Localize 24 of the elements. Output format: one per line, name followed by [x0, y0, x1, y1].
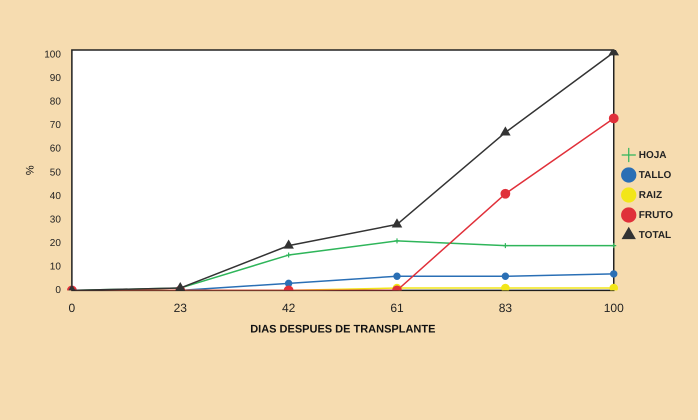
y-tick-label: 30	[50, 214, 62, 226]
legend-label: TALLO	[638, 170, 672, 181]
y-tick-label: 0	[55, 285, 62, 296]
x-tick-label: 0	[68, 300, 76, 315]
legend-label: RAIZ	[638, 190, 662, 201]
legend-label: FRUTO	[638, 210, 674, 221]
x-tick-label: 83	[498, 300, 512, 315]
x-axis-title: DIAS DESPUES DE TRANSPLANTE	[250, 323, 436, 336]
legend-label: HOJA	[638, 150, 667, 161]
x-tick-label: 42	[282, 300, 296, 315]
y-tick-label: 80	[50, 96, 62, 108]
y-tick-label: 60	[50, 144, 62, 155]
y-tick-label: 70	[50, 120, 62, 132]
y-tick-label: 50	[50, 167, 62, 178]
x-tick-label: 61	[390, 300, 404, 315]
legend-label: TOTAL	[638, 230, 672, 241]
x-tick-label: 100	[604, 300, 624, 315]
y-tick-label: 10	[50, 262, 62, 273]
x-tick-label: 23	[174, 300, 188, 315]
y-tick-label: 40	[50, 190, 62, 202]
y-tick-label: 100	[44, 49, 62, 60]
y-axis-title: %	[24, 165, 37, 176]
y-tick-label: 90	[50, 73, 62, 84]
y-tick-label: 20	[50, 238, 62, 250]
